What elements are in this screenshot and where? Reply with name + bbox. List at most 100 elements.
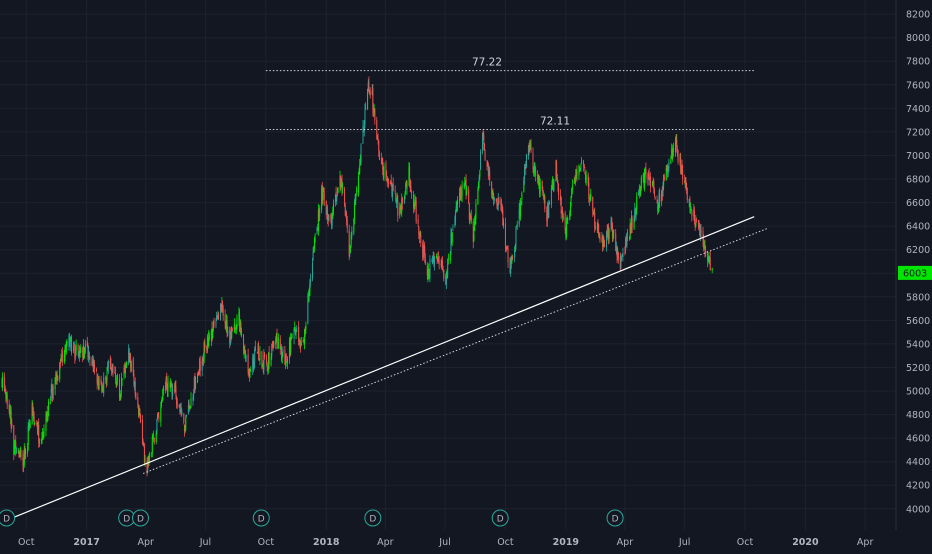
candle-body[interactable] <box>523 180 525 192</box>
candle-body[interactable] <box>101 383 103 391</box>
candle-body[interactable] <box>87 345 89 358</box>
candle-body[interactable] <box>355 194 357 201</box>
trendline-solid[interactable] <box>0 216 755 524</box>
candle-body[interactable] <box>262 363 264 370</box>
candle-body[interactable] <box>73 345 75 351</box>
candle-body[interactable] <box>74 344 76 358</box>
candle-body[interactable] <box>620 257 622 269</box>
candle-body[interactable] <box>267 367 269 372</box>
candle-body[interactable] <box>29 423 31 428</box>
candle-body[interactable] <box>139 414 141 423</box>
candle-body[interactable] <box>575 174 577 181</box>
candle-body[interactable] <box>479 151 481 170</box>
candle-body[interactable] <box>464 182 466 184</box>
candle-body[interactable] <box>141 419 143 443</box>
candle-body[interactable] <box>206 346 208 350</box>
candle-body[interactable] <box>207 337 209 344</box>
candle-body[interactable] <box>571 187 573 196</box>
candle-body[interactable] <box>634 209 636 213</box>
candle-body[interactable] <box>180 406 182 415</box>
candle-body[interactable] <box>109 360 111 365</box>
candle-body[interactable] <box>174 386 176 388</box>
candle-body[interactable] <box>79 352 81 358</box>
candle-body[interactable] <box>401 198 403 213</box>
candle-body[interactable] <box>201 358 203 371</box>
candle-body[interactable] <box>648 173 650 180</box>
candle-body[interactable] <box>281 346 283 361</box>
candle-body[interactable] <box>369 90 371 92</box>
candle-body[interactable] <box>671 150 673 159</box>
candle-body[interactable] <box>699 225 701 236</box>
candle-body[interactable] <box>607 225 609 235</box>
candle-body[interactable] <box>695 220 697 222</box>
candle-body[interactable] <box>645 168 647 178</box>
candle-body[interactable] <box>695 219 697 227</box>
candle-body[interactable] <box>4 377 6 392</box>
candle-body[interactable] <box>103 377 105 394</box>
candle-body[interactable] <box>417 219 419 225</box>
candle-body[interactable] <box>353 203 355 220</box>
candle-body[interactable] <box>413 204 415 208</box>
candle-body[interactable] <box>66 341 68 343</box>
candle-body[interactable] <box>157 414 159 418</box>
candle-body[interactable] <box>95 369 97 371</box>
candle-body[interactable] <box>119 395 121 397</box>
candle-body[interactable] <box>636 196 638 210</box>
dividend-marker-circle[interactable] <box>606 509 624 527</box>
candles[interactable] <box>1 76 713 477</box>
candle-body[interactable] <box>332 210 334 216</box>
candle-body[interactable] <box>52 386 54 399</box>
candle-body[interactable] <box>114 372 116 374</box>
candle-body[interactable] <box>474 216 476 225</box>
candle-body[interactable] <box>270 357 272 366</box>
candle-body[interactable] <box>486 162 488 166</box>
candle-body[interactable] <box>27 443 29 454</box>
candle-body[interactable] <box>153 437 155 442</box>
candle-body[interactable] <box>627 232 629 236</box>
candle-body[interactable] <box>349 247 351 254</box>
candle-body[interactable] <box>91 361 93 366</box>
candle-body[interactable] <box>573 179 575 183</box>
candle-body[interactable] <box>185 414 187 417</box>
candle-body[interactable] <box>506 248 508 250</box>
candle-body[interactable] <box>616 245 618 257</box>
candle-body[interactable] <box>418 226 420 235</box>
candle-body[interactable] <box>41 432 43 441</box>
candle-body[interactable] <box>253 361 255 370</box>
candle-body[interactable] <box>166 377 168 391</box>
candle-body[interactable] <box>128 351 130 359</box>
candle-body[interactable] <box>295 330 297 334</box>
candle-body[interactable] <box>243 334 245 351</box>
candle-body[interactable] <box>449 253 451 261</box>
candle-body[interactable] <box>606 231 608 248</box>
candle-body[interactable] <box>390 180 392 187</box>
candle-body[interactable] <box>546 209 548 221</box>
candle-body[interactable] <box>514 249 516 258</box>
candle-body[interactable] <box>699 228 701 238</box>
candle-body[interactable] <box>248 373 250 375</box>
candle-body[interactable] <box>94 364 96 369</box>
candle-body[interactable] <box>596 225 598 229</box>
candle-body[interactable] <box>247 354 249 372</box>
candle-body[interactable] <box>166 387 168 392</box>
candle-body[interactable] <box>162 387 164 391</box>
candle-body[interactable] <box>313 239 315 249</box>
candle-body[interactable] <box>123 368 125 377</box>
candle-body[interactable] <box>281 352 283 359</box>
candle-body[interactable] <box>132 358 134 372</box>
candle-body[interactable] <box>167 381 169 391</box>
candle-body[interactable] <box>420 234 422 243</box>
candle-body[interactable] <box>445 276 447 284</box>
candle-body[interactable] <box>484 151 486 161</box>
candle-body[interactable] <box>562 216 564 221</box>
candle-body[interactable] <box>491 190 493 193</box>
candle-body[interactable] <box>282 348 284 356</box>
candle-body[interactable] <box>359 164 361 173</box>
candle-body[interactable] <box>304 328 306 332</box>
candle-body[interactable] <box>190 398 192 407</box>
candle-body[interactable] <box>258 359 260 361</box>
candle-body[interactable] <box>138 408 140 416</box>
candle-body[interactable] <box>115 372 117 380</box>
candle-body[interactable] <box>634 209 636 221</box>
candle-body[interactable] <box>231 329 233 331</box>
